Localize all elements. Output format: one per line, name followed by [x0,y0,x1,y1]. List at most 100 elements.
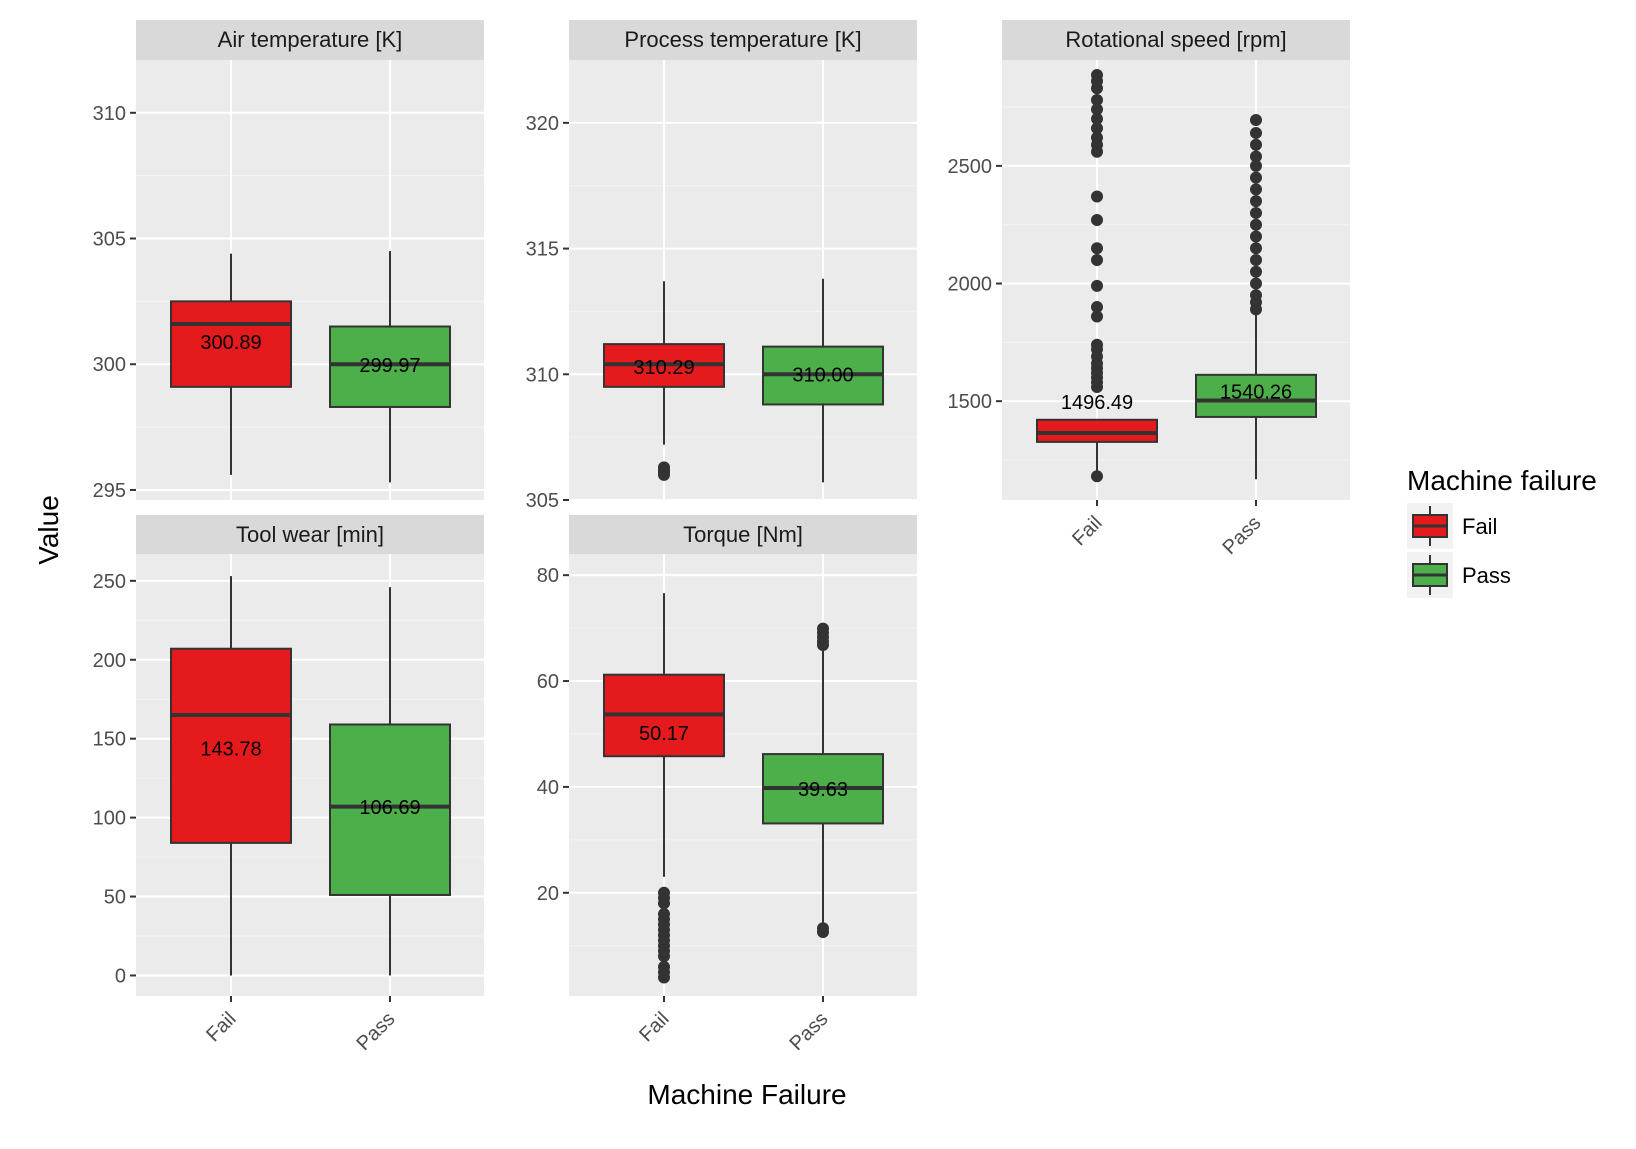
y-tick-label: 200 [93,650,126,672]
iqr-box [329,723,451,896]
facet-torque-nm: Torque [Nm] 20 40 60 80 50.17 39.63 Fail Pass [537,515,917,1055]
outlier-point [1250,159,1262,172]
y-tick-label: 50 [104,887,126,909]
x-tick-label: Fail [1068,512,1106,550]
facet-title: Process temperature [K] [624,27,861,52]
outlier-point [1250,126,1262,139]
outlier-point [1250,183,1262,196]
mean-label: 310.00 [792,364,853,386]
outlier-point [1091,338,1103,351]
mean-label: 1540.26 [1220,382,1292,404]
outlier-point [1250,114,1262,126]
outlier-point [1091,254,1103,266]
facet-title: Tool wear [min] [236,522,384,547]
facet-strip [1002,20,1350,60]
legend-title: Machine failure [1407,465,1597,496]
y-tick-label: 0 [115,965,126,987]
box-fail [603,281,725,481]
outlier-point [1091,301,1103,314]
y-tick-label: 305 [93,229,126,251]
outlier-point [1250,218,1262,231]
iqr-box [170,300,292,388]
facet-title: Torque [Nm] [683,522,803,547]
x-tick-label: Pass [1219,512,1266,559]
y-tick-label: 250 [93,571,126,593]
mean-label: 299.97 [359,355,420,377]
outlier-point [1250,265,1262,278]
y-tick-label: 295 [93,480,126,502]
y-tick-label: 2000 [948,274,993,296]
x-tick-label: Fail [202,1008,240,1046]
y-tick-label: 300 [93,354,126,376]
y-tick-label: 310 [526,364,559,386]
outlier-point [658,461,670,474]
outlier-point [1091,214,1103,226]
outlier-point [658,960,670,973]
outlier-point [1091,310,1103,323]
facet-strip [136,20,484,60]
legend: Machine failure Fail Pass [1407,465,1597,598]
y-tick-label: 100 [93,808,126,830]
facet-strip [569,515,917,554]
y-tick-label: 1500 [948,391,993,413]
y-tick-label: 315 [526,239,559,261]
mean-label: 39.63 [798,779,848,801]
facet-title: Rotational speed [rpm] [1065,27,1286,52]
y-tick-label: 150 [93,729,126,751]
outlier-point [1250,150,1262,163]
box-fail [603,593,725,984]
iqr-box [170,647,292,844]
facet-strip [136,515,484,554]
facet-panels: Air temperature [K] 295 300 305 310 300.89 299… [93,20,1350,1055]
facet-process-temperature-k: Process temperature [K] 305 310 315 320 310.2… [526,20,917,512]
box-fail [1036,69,1158,483]
y-tick-label: 60 [537,671,559,693]
outlier-point [1091,122,1103,135]
mean-label: 310.29 [633,357,694,379]
y-tick-label: 305 [526,490,559,512]
facet-strip [569,20,917,60]
x-axis-title: Machine Failure [647,1079,846,1110]
outlier-point [1091,279,1103,292]
mean-label: 143.78 [200,739,261,761]
panel-background [569,60,917,500]
outlier-point [1250,230,1262,243]
outlier-point [817,922,829,935]
facet-tool-wear-min: Tool wear [min] 0 50 100 150 200 250 143.78 106.… [93,515,484,1055]
outlier-point [1250,242,1262,255]
iqr-box [329,325,451,408]
legend-item-fail: Fail [1407,503,1497,549]
y-tick-label: 20 [537,883,559,905]
outlier-point [1091,112,1103,125]
box-pass [1195,114,1317,480]
box-pass [762,278,884,483]
y-axis-title: Value [33,495,64,565]
outlier-point [658,886,670,899]
legend-item-pass: Pass [1407,552,1511,598]
outlier-point [1250,171,1262,184]
outlier-point [1091,94,1103,106]
y-tick-label: 310 [93,103,126,125]
outlier-point [1091,190,1103,203]
outlier-point [1250,206,1262,219]
mean-label: 1496.49 [1061,392,1133,414]
outlier-point [1250,254,1262,266]
legend-label: Pass [1462,563,1511,588]
outlier-point [1250,277,1262,290]
x-tick-label: Pass [353,1008,400,1055]
iqr-box [1036,418,1158,443]
legend-items: Fail Pass [1407,503,1511,598]
x-tick-label: Fail [635,1008,673,1046]
mean-label: 106.69 [359,797,420,819]
y-tick-label: 40 [537,777,559,799]
outlier-point [658,907,670,920]
y-tick-label: 2500 [948,156,993,178]
outlier-point [1091,131,1103,144]
box-pass [329,251,451,483]
x-tick-label: Pass [786,1008,833,1055]
outlier-point [1250,138,1262,151]
box-pass [762,622,884,938]
outlier-point [1091,103,1103,116]
mean-label: 50.17 [639,723,689,745]
